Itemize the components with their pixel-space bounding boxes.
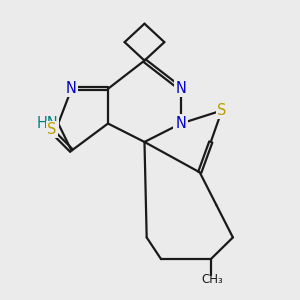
- Text: N: N: [176, 81, 186, 96]
- Text: S: S: [217, 103, 226, 118]
- Text: N: N: [176, 81, 186, 96]
- Text: CH₃: CH₃: [201, 272, 223, 286]
- Text: N: N: [176, 116, 186, 131]
- Text: HN: HN: [37, 116, 58, 131]
- Text: N: N: [174, 116, 185, 130]
- Text: N: N: [66, 81, 77, 96]
- Text: S: S: [47, 122, 57, 137]
